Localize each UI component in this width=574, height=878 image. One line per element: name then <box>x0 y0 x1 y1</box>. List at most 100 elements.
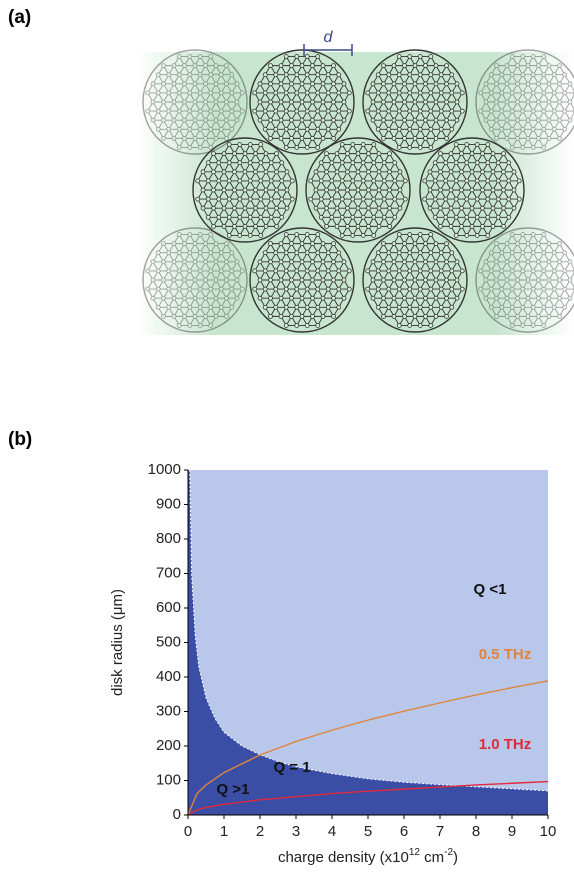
atom <box>171 277 177 283</box>
atom <box>299 277 305 283</box>
atom <box>504 277 510 283</box>
atom <box>515 313 520 319</box>
atom <box>208 268 214 274</box>
disk <box>142 49 248 155</box>
atom <box>499 90 505 96</box>
atom <box>247 142 253 147</box>
atom <box>488 286 494 292</box>
atom <box>428 126 434 132</box>
atom <box>304 145 310 150</box>
atom <box>182 63 187 69</box>
atom <box>336 286 342 292</box>
atom <box>494 313 499 319</box>
atom <box>494 63 499 69</box>
atom <box>216 178 222 184</box>
atom <box>567 81 573 87</box>
atom <box>417 304 423 310</box>
atom <box>161 259 166 265</box>
atom <box>530 323 536 328</box>
atom <box>546 259 552 265</box>
atom <box>299 117 305 123</box>
atom <box>176 286 182 292</box>
atom <box>320 135 326 141</box>
atom <box>541 250 547 256</box>
atom <box>449 268 455 274</box>
atom <box>407 286 413 292</box>
atom <box>478 90 484 96</box>
atom <box>226 178 232 184</box>
atom <box>325 72 331 78</box>
atom <box>360 142 366 147</box>
atom <box>499 250 505 256</box>
atom <box>412 295 418 301</box>
atom <box>166 72 172 78</box>
atom <box>345 187 350 193</box>
atom <box>294 304 300 310</box>
atom <box>366 151 371 157</box>
atom <box>480 187 485 193</box>
atom <box>262 304 268 310</box>
atom <box>402 63 407 69</box>
atom <box>432 214 438 220</box>
atom <box>283 108 289 114</box>
atom <box>453 233 459 238</box>
atom <box>504 259 510 265</box>
atom <box>242 223 248 229</box>
x-axis-label-part: cm <box>420 849 444 866</box>
atom <box>509 232 515 237</box>
atom <box>268 63 273 69</box>
atom <box>396 286 402 292</box>
atom <box>355 169 361 175</box>
atom <box>171 295 177 301</box>
atom <box>448 205 454 211</box>
atom <box>283 72 289 78</box>
atom <box>376 205 382 211</box>
atom <box>381 313 386 319</box>
atom <box>273 126 279 132</box>
atom <box>551 72 557 78</box>
atom <box>402 117 407 123</box>
atom <box>501 151 506 157</box>
atom <box>176 54 182 59</box>
atom <box>459 223 464 229</box>
disk-edge <box>249 49 355 155</box>
atom <box>396 250 402 256</box>
atom <box>187 90 193 96</box>
atom <box>208 90 214 96</box>
atom <box>299 81 305 87</box>
atom <box>289 99 294 105</box>
atom <box>350 142 356 147</box>
atom <box>257 277 263 283</box>
atom <box>224 259 229 265</box>
atom <box>218 304 224 310</box>
atom <box>423 313 428 319</box>
atom <box>375 108 381 114</box>
atom <box>530 286 536 292</box>
atom <box>242 205 248 211</box>
atom <box>423 99 428 105</box>
atom <box>428 108 434 114</box>
atom <box>520 268 526 274</box>
atom <box>474 178 480 184</box>
atom <box>423 63 428 69</box>
atom <box>407 250 413 256</box>
atom <box>283 323 289 328</box>
atom <box>386 250 392 256</box>
atom <box>262 286 268 292</box>
atom <box>208 72 214 78</box>
atom <box>557 259 562 265</box>
atom <box>197 250 203 256</box>
atom <box>428 90 434 96</box>
atom <box>237 233 243 238</box>
x-tick-label: 1 <box>220 823 228 840</box>
atom <box>536 117 541 123</box>
atom <box>161 117 166 123</box>
region-below <box>188 470 548 815</box>
atom <box>485 233 491 238</box>
atom <box>423 135 428 141</box>
atom <box>232 223 237 229</box>
atom <box>268 313 273 319</box>
atom <box>536 277 541 283</box>
atom <box>428 304 434 310</box>
disk-edge <box>362 227 468 333</box>
